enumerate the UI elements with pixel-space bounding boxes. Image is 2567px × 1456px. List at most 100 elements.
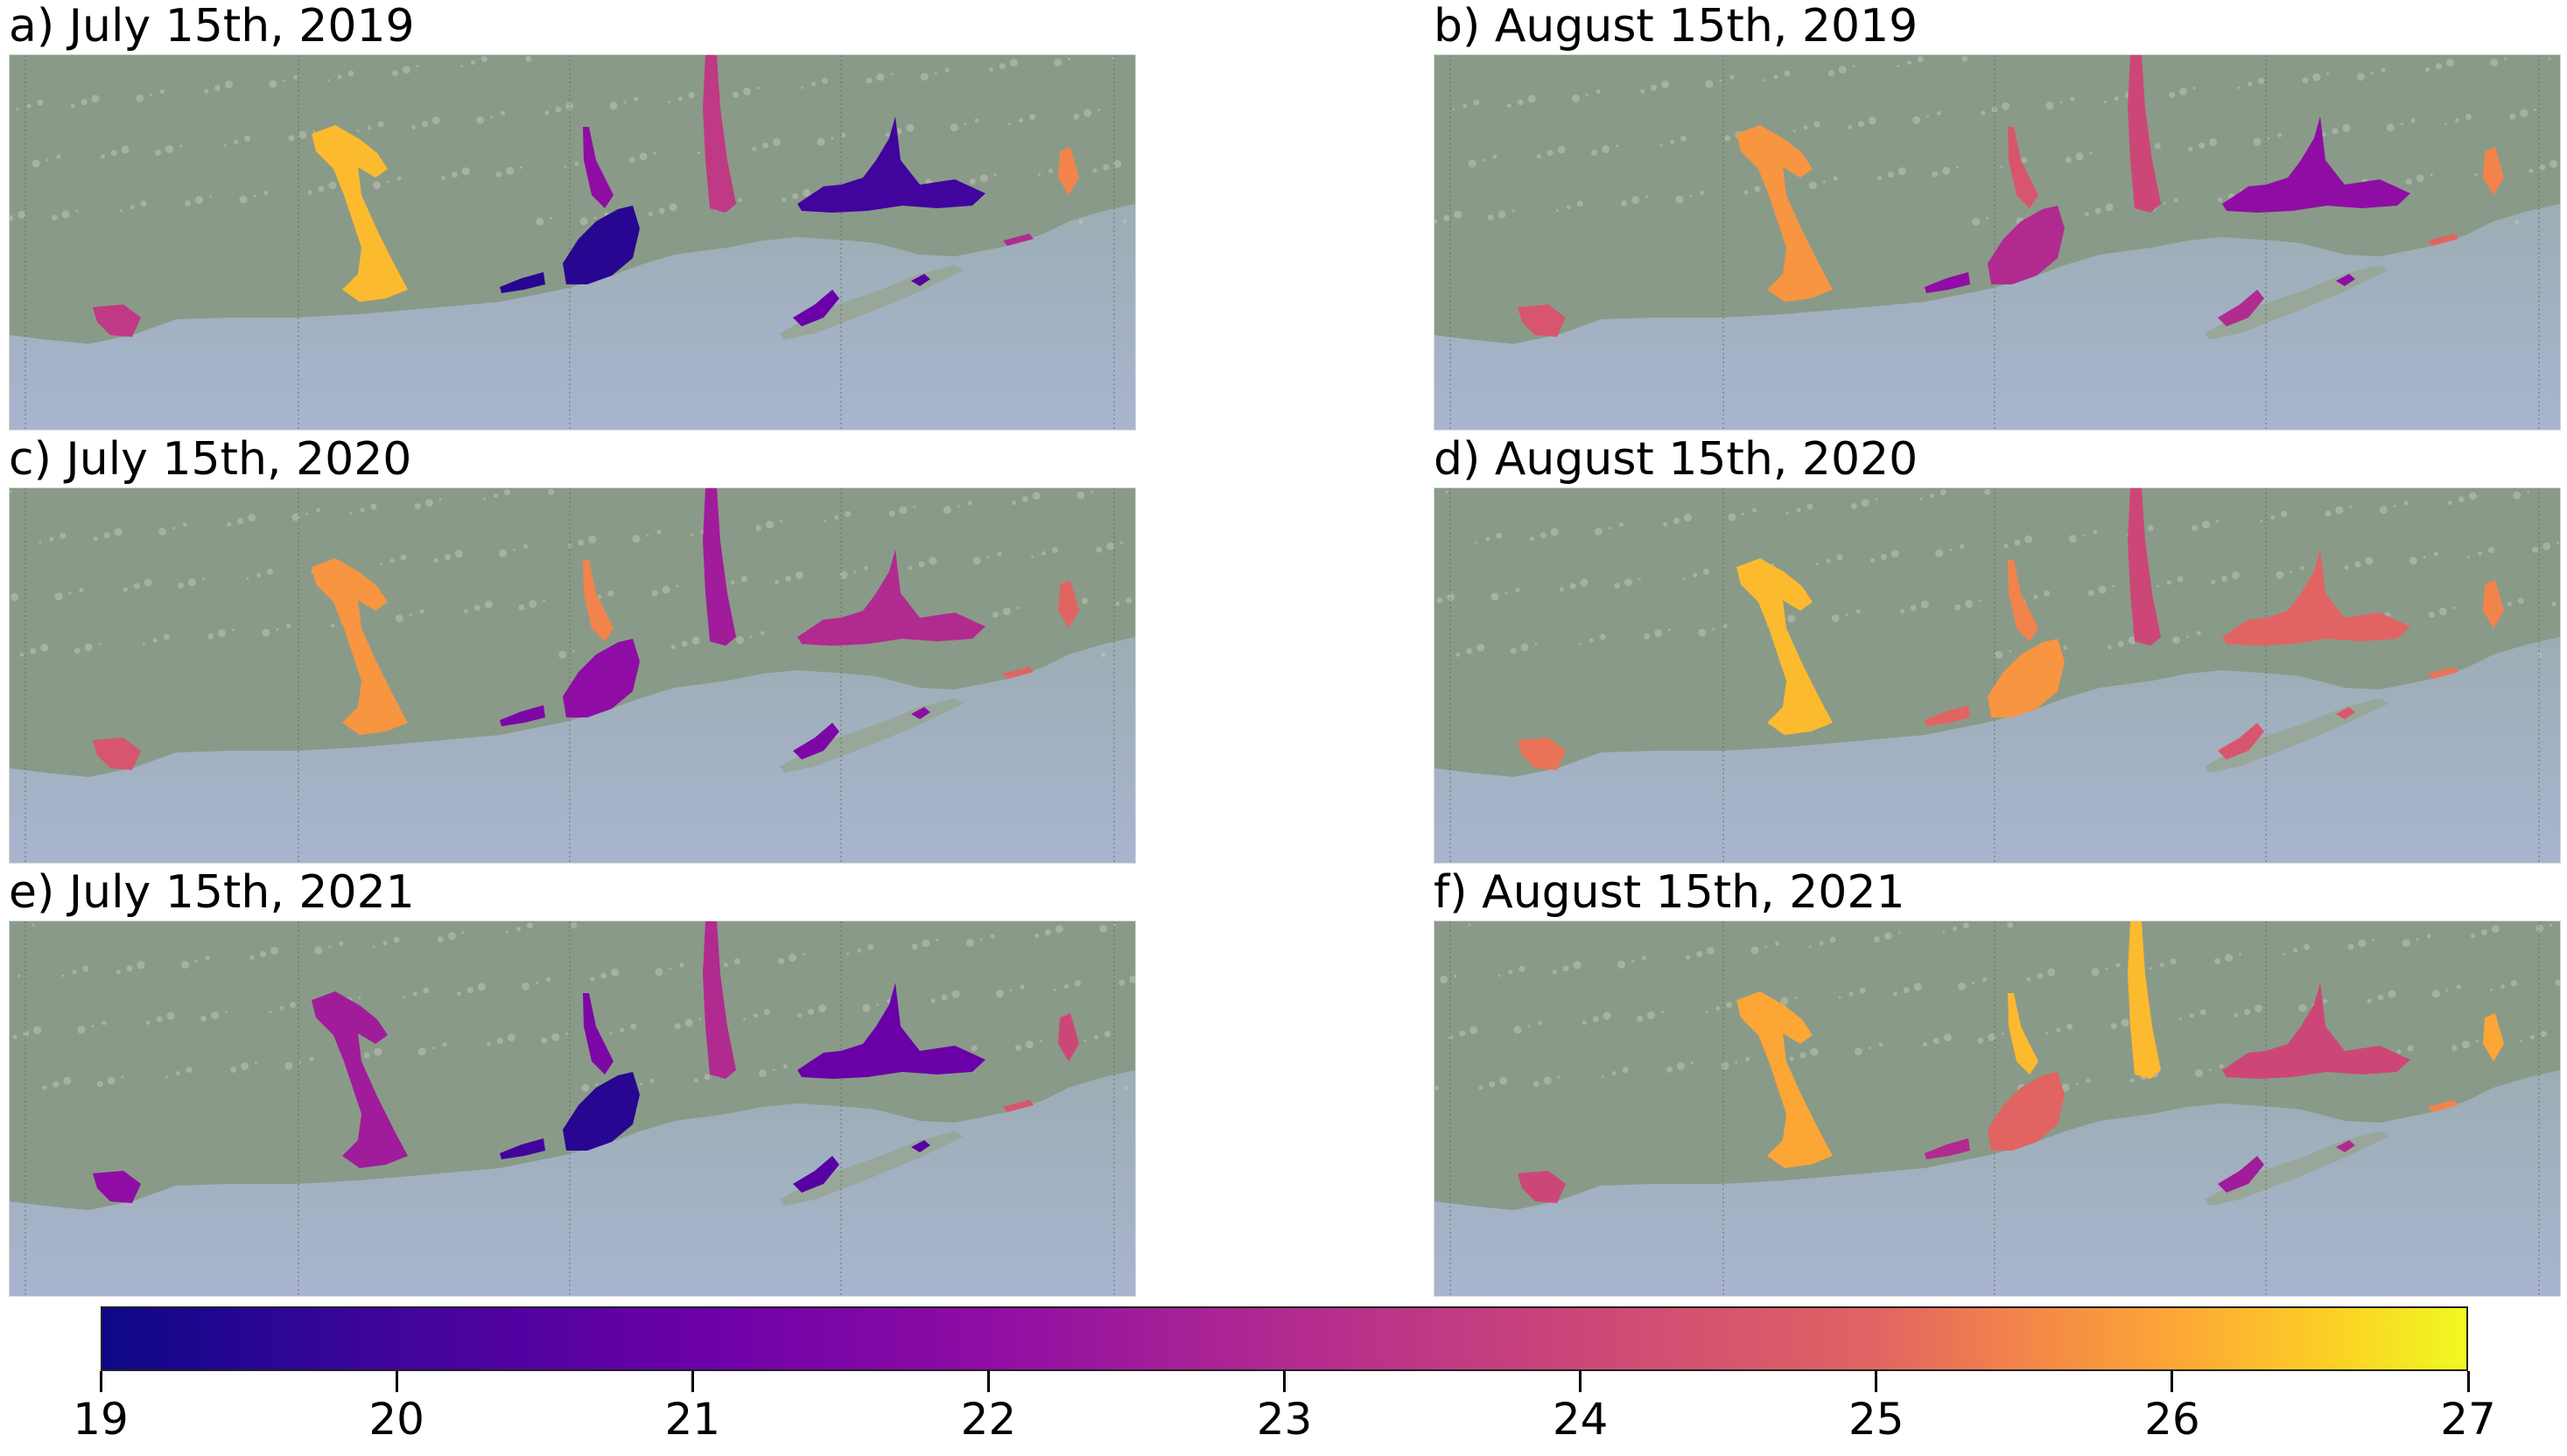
estuary-island-east <box>911 1140 930 1152</box>
urban-speckle <box>1582 1020 1587 1026</box>
urban-speckle <box>1644 633 1651 640</box>
urban-speckle <box>2128 636 2136 645</box>
urban-speckle <box>1615 144 1618 148</box>
urban-speckle <box>1763 79 1766 82</box>
urban-speckle <box>1499 1076 1508 1085</box>
urban-speckle <box>1735 1060 1738 1064</box>
urban-speckle <box>1631 960 1634 963</box>
urban-speckle <box>1670 139 1675 144</box>
estuary-far-west <box>93 304 141 337</box>
urban-speckle <box>864 565 869 570</box>
estuary-far-west <box>93 738 141 770</box>
urban-speckle <box>270 947 278 955</box>
urban-speckle <box>100 154 105 159</box>
urban-speckle <box>503 489 510 496</box>
urban-speckle <box>1436 597 1443 604</box>
urban-speckle <box>1873 936 1880 943</box>
urban-speckle <box>158 528 166 536</box>
urban-speckle <box>999 63 1006 70</box>
urban-speckle <box>632 535 641 543</box>
urban-speckle <box>1557 145 1566 154</box>
urban-speckle <box>2185 635 2189 639</box>
urban-speckle <box>490 115 494 118</box>
urban-speckle <box>2403 500 2409 506</box>
urban-speckle <box>178 582 185 589</box>
urban-speckle <box>423 987 430 994</box>
urban-speckle <box>536 217 544 226</box>
urban-speckle <box>2435 63 2442 70</box>
urban-speckle <box>1875 498 1878 501</box>
urban-speckle <box>63 1076 72 1085</box>
estuary-harbor-east <box>2222 550 2410 646</box>
urban-speckle <box>1074 980 1081 987</box>
colorbar-tick <box>986 1371 990 1392</box>
urban-speckle <box>1552 970 1557 975</box>
urban-speckle <box>2480 929 2487 936</box>
urban-speckle <box>1454 210 1462 219</box>
urban-speckle <box>2149 967 2152 970</box>
urban-speckle <box>1573 961 1582 970</box>
urban-speckle <box>370 503 377 510</box>
urban-speckle <box>2214 957 2221 964</box>
urban-speckle <box>2556 541 2560 544</box>
urban-speckle <box>918 561 925 568</box>
panel-d-title: d) August 15th, 2020 <box>1434 433 1918 486</box>
urban-speckle <box>1536 154 1541 159</box>
urban-speckle <box>1848 991 1854 997</box>
urban-speckle <box>2354 561 2361 568</box>
urban-speckle <box>1098 108 1101 111</box>
urban-speckle <box>395 614 403 623</box>
urban-speckle <box>495 171 502 178</box>
colorbar-tick-label: 24 <box>1552 1394 1609 1445</box>
urban-speckle <box>2517 598 2524 605</box>
urban-speckle <box>119 209 123 213</box>
urban-speckle <box>2407 1045 2414 1052</box>
urban-speckle <box>1631 196 1639 204</box>
urban-speckle <box>2416 938 2419 942</box>
urban-speckle <box>1608 527 1611 530</box>
urban-speckle <box>558 650 567 659</box>
urban-speckle <box>40 643 49 652</box>
urban-speckle <box>1962 922 1969 929</box>
urban-speckle <box>834 514 839 520</box>
urban-speckle <box>2238 953 2241 956</box>
urban-speckle <box>496 1038 503 1045</box>
urban-speckle <box>1035 934 1039 938</box>
urban-speckle <box>2293 948 2298 953</box>
urban-speckle <box>2086 1078 2091 1083</box>
urban-speckle <box>1637 1015 1644 1022</box>
urban-speckle <box>808 1008 815 1015</box>
urban-speckle <box>1468 923 1471 927</box>
urban-speckle <box>2234 1012 2239 1018</box>
urban-speckle <box>1659 144 1663 147</box>
urban-speckle <box>944 67 950 73</box>
urban-speckle <box>441 176 445 180</box>
urban-speckle <box>853 570 857 573</box>
urban-speckle <box>60 532 67 539</box>
land-area <box>10 55 1135 344</box>
urban-speckle <box>1455 652 1461 657</box>
urban-speckle <box>298 130 307 139</box>
urban-speckle <box>1745 1056 1750 1061</box>
urban-speckle <box>2208 1068 2212 1072</box>
urban-speckle <box>1042 551 1046 556</box>
urban-speckle <box>1454 974 1457 977</box>
urban-speckle <box>290 1001 297 1008</box>
urban-speckle <box>1452 108 1455 111</box>
urban-speckle <box>2514 220 2519 224</box>
urban-speckle <box>2110 1023 2117 1030</box>
urban-speckle <box>1981 110 1986 116</box>
urban-speckle <box>762 142 769 149</box>
urban-speckle <box>2475 1040 2479 1043</box>
urban-speckle <box>18 210 26 219</box>
urban-speckle <box>91 94 100 103</box>
urban-speckle <box>2014 539 2021 546</box>
estuary-east-river <box>2483 1013 2504 1061</box>
estuary-island-cove <box>793 290 839 326</box>
urban-speckle <box>2066 1023 2073 1030</box>
urban-speckle <box>464 609 468 613</box>
urban-speckle <box>964 122 967 126</box>
map-svg <box>1434 488 2560 863</box>
urban-speckle <box>1081 598 1088 605</box>
urban-speckle <box>1893 991 1897 996</box>
